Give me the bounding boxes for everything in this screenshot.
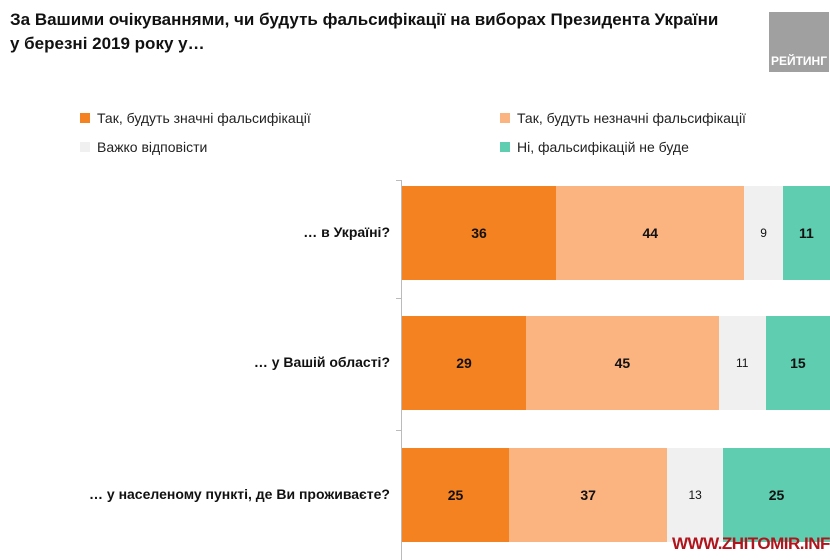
bar-segment: 25: [402, 448, 509, 542]
legend-swatch: [80, 113, 90, 123]
legend-label: Важко відповісти: [97, 139, 208, 155]
bar-segment: 25: [723, 448, 830, 542]
rating-logo: РЕЙТИНГ: [769, 12, 829, 72]
bar-segment: 11: [718, 316, 766, 410]
bar-segment: 45: [526, 316, 719, 410]
axis-tick: [396, 430, 402, 431]
legend-swatch: [80, 142, 90, 152]
legend-label: Ні, фальсифікацій не буде: [517, 139, 689, 155]
legend-label: Так, будуть значні фальсифікації: [97, 110, 311, 126]
category-label: … у Вашій області?: [253, 354, 390, 370]
watermark: WWW.ZHITOMIR.INFO: [672, 534, 830, 553]
bar-segment: 44: [556, 186, 745, 280]
legend-item: Так, будуть значні фальсифікації: [80, 110, 311, 126]
chart-title: За Вашими очікуваннями, чи будуть фальси…: [10, 10, 719, 53]
category-label: … в Україні?: [303, 224, 390, 240]
legend-item: Так, будуть незначні фальсифікації: [500, 110, 746, 126]
legend-swatch: [500, 113, 510, 123]
bar-segment: 13: [667, 448, 723, 542]
bar-segment: 15: [765, 316, 830, 410]
legend-item: Важко відповісти: [80, 139, 207, 155]
bar-segment: 29: [402, 316, 527, 410]
legend-label: Так, будуть незначні фальсифікації: [517, 110, 746, 126]
axis-tick: [396, 298, 402, 299]
legend-item: Ні, фальсифікацій не буде: [500, 139, 689, 155]
bar-segment: 37: [509, 448, 668, 542]
bar-segment: 36: [402, 186, 557, 280]
category-axis: [401, 180, 402, 560]
bar-segment: 11: [782, 186, 830, 280]
legend-swatch: [500, 142, 510, 152]
category-label: … у населеному пункті, де Ви проживаєте?: [89, 486, 390, 502]
axis-tick: [396, 180, 402, 181]
bar-segment: 9: [744, 186, 783, 280]
